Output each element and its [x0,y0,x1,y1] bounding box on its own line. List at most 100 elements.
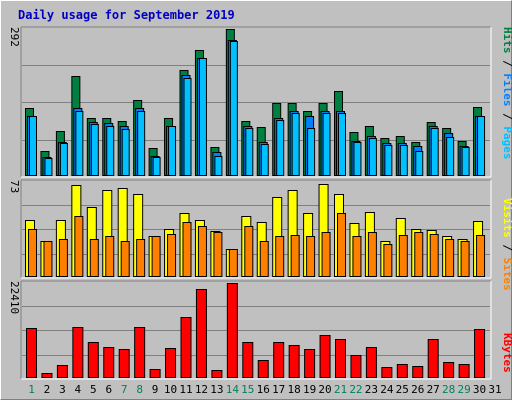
kbytes-bar [211,370,223,378]
kbytes-bar [180,317,192,378]
pages-bar [260,144,269,176]
pages-bar [415,151,424,176]
sites-bar [28,229,37,277]
files-legend-label: Files [501,73,512,106]
hits-legend-label: Hits [501,27,512,54]
kbytes-bar [458,364,470,378]
kbytes-bar [195,289,207,378]
x-tick-label: 1 [28,383,35,396]
kbytes-bar [350,355,362,378]
x-tick-label: 7 [121,383,128,396]
pages-bar [477,116,486,176]
kbytes-bar [242,342,254,378]
sites-bar [58,239,68,277]
sites-bar [74,216,84,277]
kbytes-bar [273,342,285,378]
x-tick-label: 5 [90,383,97,396]
pages-bar [152,157,161,176]
pages-bar [307,128,316,176]
x-tick-label: 11 [179,383,192,396]
panel3-right-label: KBytes [501,333,512,373]
sites-bar [383,244,393,277]
sites-bar [290,235,300,277]
sites-bar [120,241,130,277]
legend-separator: / [501,238,512,258]
kbytes-bar [165,348,177,378]
pages-bar [245,128,254,176]
kbytes-bar [103,347,115,378]
x-tick-label: 24 [380,383,394,396]
kbytes-bar [319,335,331,378]
sites-bar [228,249,238,277]
x-tick-label: 29 [457,383,470,396]
x-tick-label: 17 [272,383,285,396]
kbytes-bar [226,283,238,378]
legend-separator: / [501,107,512,127]
x-tick-label: 31 [488,383,501,396]
sites-bar [398,235,408,277]
x-tick-label: 3 [59,383,66,396]
sites-bar [476,235,486,277]
kbytes-bar [443,362,455,378]
pages-bar [75,111,84,176]
sites-bar [213,232,223,277]
x-tick-label: 26 [411,383,424,396]
kbytes-bar [87,342,99,378]
pages-bar [29,116,37,176]
x-tick-label: 6 [105,383,112,396]
pages-bar [276,120,285,176]
pages-bar [368,138,377,176]
x-tick-label: 10 [164,383,177,396]
pages-bar [338,113,346,176]
kbytes-bar [41,373,53,378]
pages-bar [291,113,300,176]
pages-bar [399,145,408,176]
x-tick-label: 18 [288,383,301,396]
visits-legend-label: Visits [501,198,512,238]
panel1-right-label: Hits / Files / Pages [501,27,512,160]
x-tick-label: 16 [257,383,270,396]
legend-separator: / [501,54,512,74]
pages-bar [198,58,207,176]
kbytes-panel [20,280,492,380]
hits-files-pages-panel [20,26,492,178]
sites-bar [429,234,439,277]
pages-bar [137,111,146,176]
kbytes-bar [288,345,300,378]
kbytes-bar [257,360,269,378]
chart-title: Daily usage for September 2019 [18,8,235,22]
kbytes-bar [26,328,37,378]
kbytes-bar [149,369,161,378]
kbytes-bar [381,367,393,378]
panel2-ymax-label: 73 [8,180,21,193]
pages-bar [461,147,470,176]
kbytes-bar [118,349,130,378]
x-tick-label: 25 [396,383,409,396]
kbytes-bar [134,327,146,378]
panel3-ymax-label: 22410 [8,281,21,314]
x-tick-label: 21 [334,383,347,396]
sites-bar [414,232,424,277]
kbytes-bar [335,339,346,378]
kbytes-bar [427,339,439,378]
x-axis-labels: 1 2 3 4 5 6 7 8 9 10 11 12 13 14 15 16 17 18 19 20 21 22 23 24 2… [28,383,501,396]
sites-bar [105,236,115,277]
pages-legend-label: Pages [501,126,512,159]
x-tick-label: 30 [473,383,486,396]
sites-bar [337,213,346,277]
sites-bar [151,236,161,277]
kbytes-bar [304,349,316,378]
sites-bar [136,239,146,277]
sites-bar [367,232,377,277]
sites-bar [352,236,362,277]
pages-bar [446,137,455,176]
sites-bar [167,234,177,277]
x-tick-label: 27 [427,383,440,396]
panel1-ymax-label: 292 [8,27,21,47]
sites-bar [460,241,470,277]
pages-bar [353,142,362,176]
sites-bar [259,241,269,277]
sites-legend-label: Sites [501,258,512,291]
pages-bar [430,128,439,176]
pages-bar [229,41,238,176]
